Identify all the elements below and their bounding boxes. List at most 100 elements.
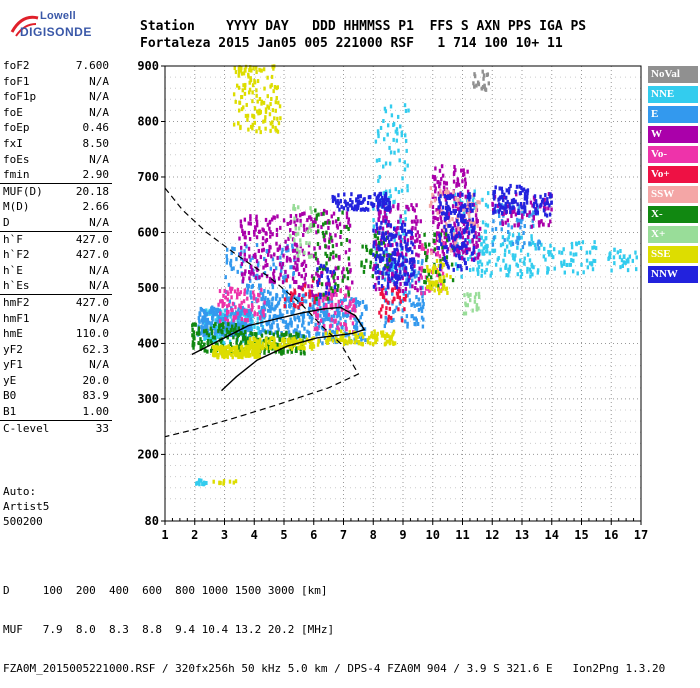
param-value: N/A bbox=[89, 152, 109, 166]
echo-point bbox=[255, 93, 258, 98]
echo-point bbox=[454, 202, 458, 207]
echo-point bbox=[526, 266, 529, 271]
echo-point bbox=[272, 262, 275, 267]
echo-point bbox=[272, 275, 276, 280]
echo-point bbox=[481, 220, 485, 225]
echo-point bbox=[387, 220, 390, 225]
echo-point bbox=[405, 258, 408, 263]
echo-point bbox=[387, 207, 391, 212]
echo-point bbox=[501, 235, 505, 240]
echo-point bbox=[538, 223, 541, 228]
echo-point bbox=[526, 191, 529, 196]
echo-point bbox=[424, 242, 427, 247]
echo-point bbox=[505, 188, 509, 193]
echo-point bbox=[334, 282, 337, 287]
echo-point bbox=[246, 318, 249, 323]
echo-point bbox=[405, 252, 408, 257]
echo-point bbox=[382, 240, 386, 245]
echo-point bbox=[327, 312, 331, 317]
echo-point bbox=[399, 282, 402, 287]
echo-point bbox=[412, 270, 416, 275]
echo-point bbox=[394, 233, 398, 238]
echo-point bbox=[287, 296, 290, 301]
echo-point bbox=[258, 286, 261, 291]
echo-point bbox=[243, 288, 247, 293]
echo-point bbox=[403, 103, 407, 108]
echo-point bbox=[404, 294, 408, 299]
echo-point bbox=[296, 324, 299, 329]
echo-point bbox=[392, 273, 396, 278]
echo-point bbox=[293, 255, 296, 260]
echo-point bbox=[346, 312, 350, 317]
echo-point bbox=[453, 223, 457, 228]
echo-point bbox=[577, 240, 581, 245]
echo-point bbox=[421, 298, 425, 303]
echo-point bbox=[511, 241, 515, 246]
echo-point bbox=[251, 99, 254, 104]
echo-point bbox=[384, 219, 387, 224]
echo-point bbox=[378, 259, 382, 264]
echo-point bbox=[350, 339, 353, 344]
echo-point bbox=[250, 264, 253, 269]
echo-point bbox=[354, 301, 357, 306]
echo-point bbox=[339, 229, 343, 234]
echo-point bbox=[503, 192, 506, 197]
echo-point bbox=[431, 174, 435, 179]
echo-point bbox=[533, 243, 537, 248]
echo-point bbox=[394, 228, 397, 233]
echo-point bbox=[252, 345, 255, 350]
echo-point bbox=[336, 288, 339, 293]
echo-point bbox=[252, 295, 256, 300]
echo-point bbox=[402, 291, 406, 296]
echo-point bbox=[377, 131, 380, 136]
echo-point bbox=[260, 306, 264, 311]
echo-point bbox=[360, 341, 363, 346]
echo-point bbox=[388, 337, 391, 342]
echo-point bbox=[248, 80, 251, 85]
echo-point bbox=[414, 226, 417, 231]
echo-point bbox=[241, 355, 244, 360]
echo-point bbox=[335, 242, 338, 247]
echo-point bbox=[268, 340, 271, 345]
echo-point bbox=[341, 300, 344, 305]
echo-point bbox=[195, 481, 199, 486]
echo-point bbox=[473, 72, 476, 77]
echo-point bbox=[301, 302, 304, 307]
echo-point bbox=[544, 193, 547, 198]
echo-point bbox=[454, 196, 458, 201]
echo-point bbox=[460, 267, 463, 272]
echo-point bbox=[295, 328, 298, 333]
echo-point bbox=[505, 273, 508, 278]
echo-point bbox=[264, 126, 267, 131]
echo-point bbox=[384, 336, 387, 341]
echo-point bbox=[463, 184, 467, 189]
echo-point bbox=[237, 349, 240, 354]
echo-point bbox=[336, 325, 339, 330]
echo-point bbox=[301, 261, 304, 266]
echo-point bbox=[448, 237, 451, 242]
echo-point bbox=[229, 261, 232, 266]
echo-point bbox=[243, 336, 247, 341]
echo-point bbox=[392, 226, 396, 231]
echo-point bbox=[472, 257, 476, 262]
echo-point bbox=[531, 240, 535, 245]
echo-point bbox=[279, 255, 282, 260]
echo-point bbox=[463, 257, 466, 262]
echo-point bbox=[307, 321, 310, 326]
chart-marks bbox=[191, 64, 638, 487]
echo-point bbox=[440, 211, 444, 216]
echo-point bbox=[300, 274, 303, 279]
echo-point bbox=[515, 239, 518, 244]
echo-point bbox=[452, 234, 455, 239]
echo-point bbox=[404, 244, 408, 249]
echo-point bbox=[260, 248, 264, 253]
echo-point bbox=[377, 134, 380, 139]
x-tick-label: 3 bbox=[221, 528, 228, 542]
echo-point bbox=[534, 246, 537, 251]
echo-point bbox=[347, 290, 350, 295]
echo-point bbox=[491, 227, 494, 232]
echo-point bbox=[286, 349, 289, 354]
echo-point bbox=[357, 334, 361, 339]
echo-point bbox=[390, 273, 394, 278]
echo-point bbox=[328, 220, 331, 225]
